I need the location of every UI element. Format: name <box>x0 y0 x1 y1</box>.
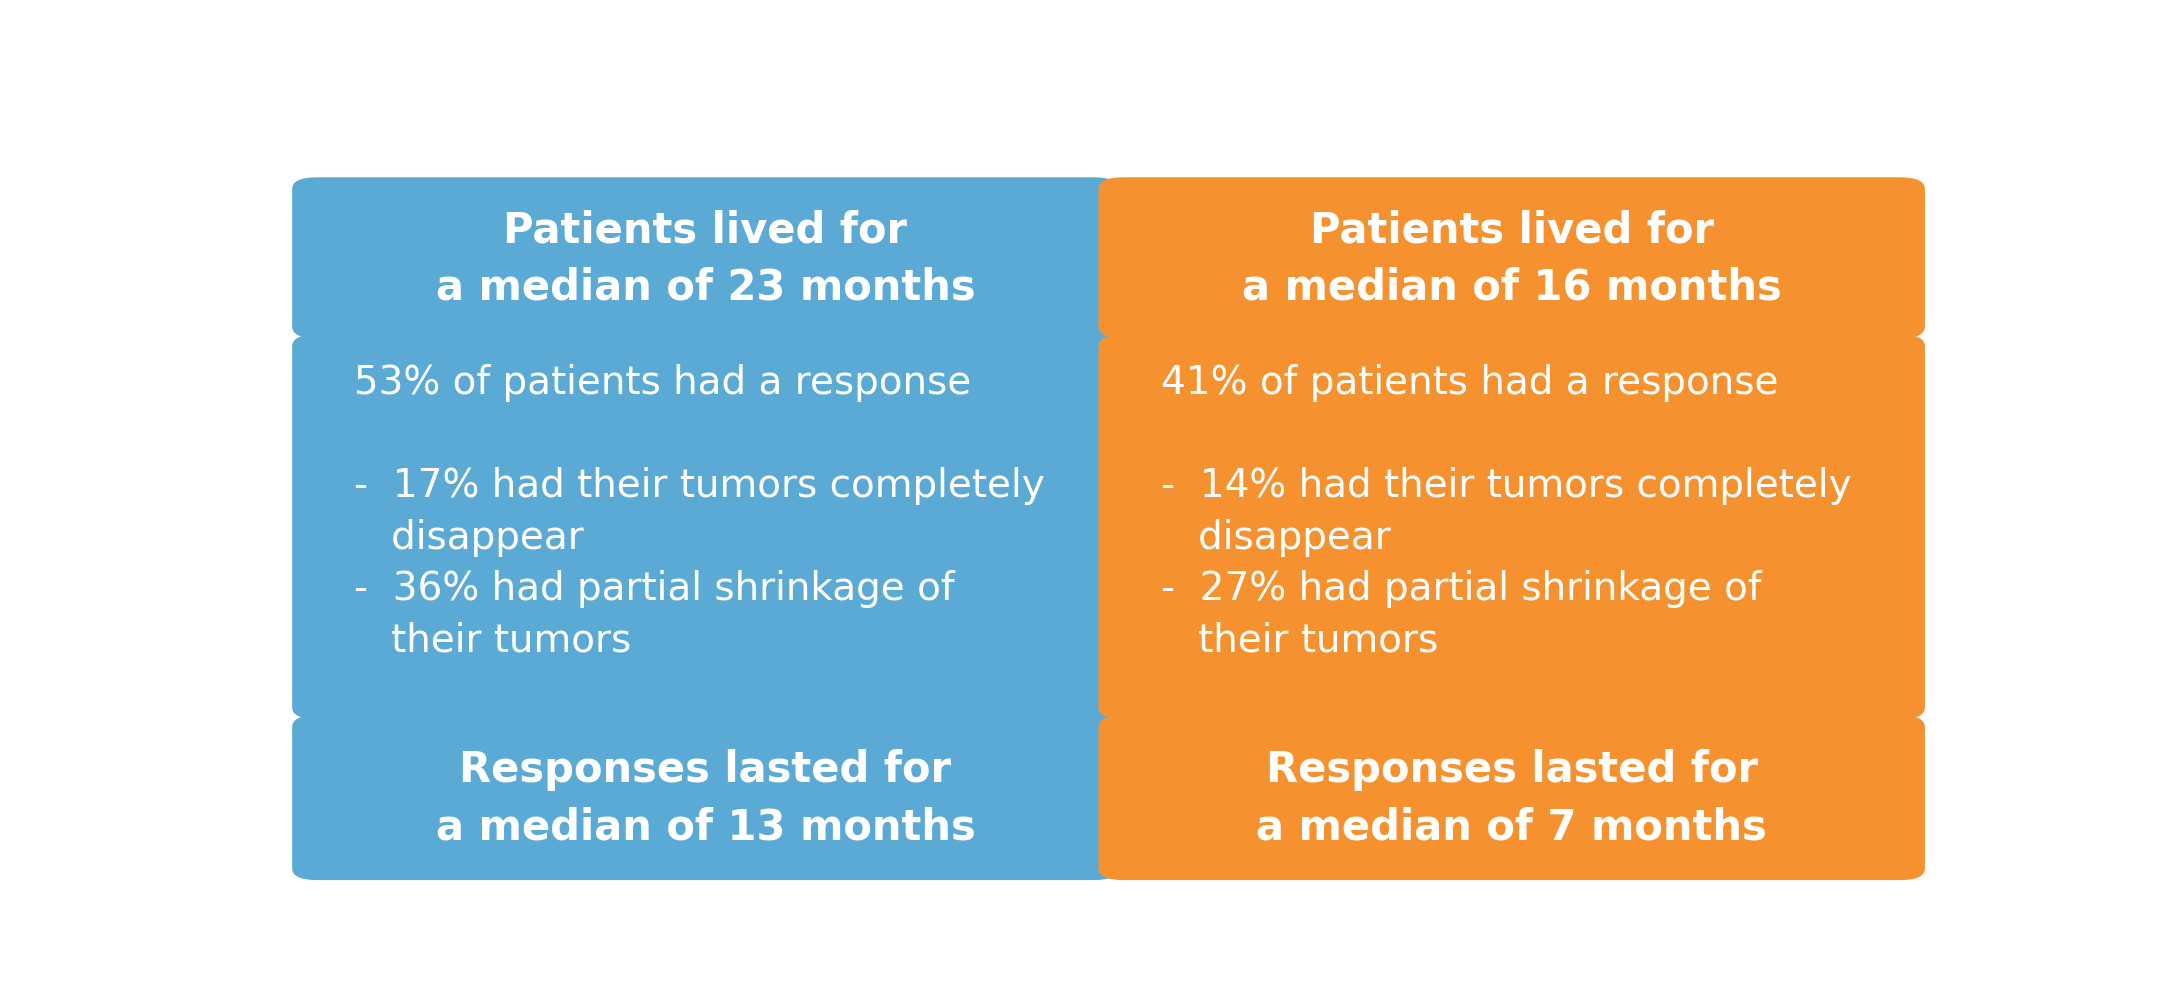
FancyBboxPatch shape <box>1099 335 1925 719</box>
Text: 41% of patients had a response

-  14% had their tumors completely
   disappear
: 41% of patients had a response - 14% had… <box>1162 364 1852 659</box>
Text: Patients lived for
a median of 16 months: Patients lived for a median of 16 months <box>1242 209 1782 308</box>
FancyBboxPatch shape <box>292 715 1118 880</box>
Text: Patients lived for
a median of 23 months: Patients lived for a median of 23 months <box>435 209 976 308</box>
FancyBboxPatch shape <box>1099 715 1925 880</box>
FancyBboxPatch shape <box>1099 178 1925 339</box>
FancyBboxPatch shape <box>292 335 1118 719</box>
Text: 53% of patients had a response

-  17% had their tumors completely
   disappear
: 53% of patients had a response - 17% had… <box>355 364 1045 659</box>
Text: Responses lasted for
a median of 7 months: Responses lasted for a median of 7 month… <box>1257 748 1767 848</box>
FancyBboxPatch shape <box>292 178 1118 339</box>
Text: Responses lasted for
a median of 13 months: Responses lasted for a median of 13 mont… <box>435 748 976 848</box>
